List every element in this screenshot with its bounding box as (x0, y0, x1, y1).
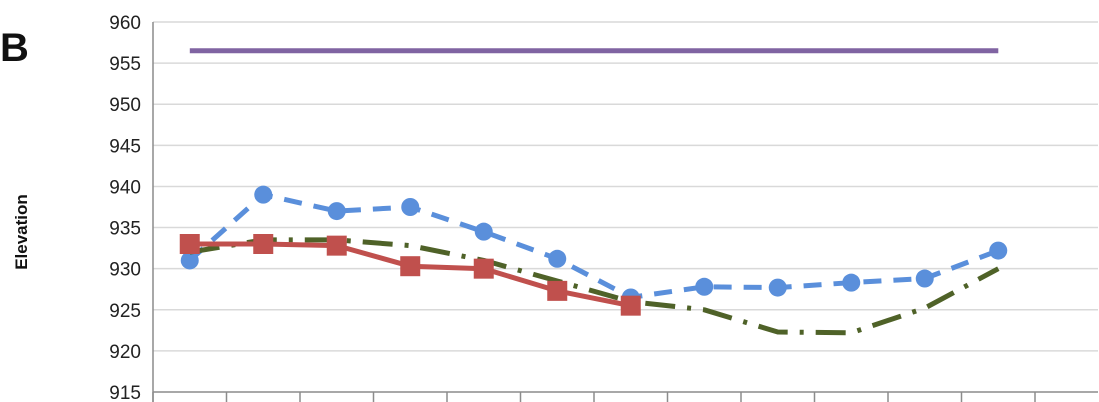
y-tick-label: 960 (109, 13, 141, 34)
y-tick-label: 955 (109, 54, 141, 75)
y-tick-labels: 915 920 925 930 935 940 945 950 955 960 (109, 13, 141, 402)
panel-label: B (0, 26, 29, 70)
data-point (473, 258, 494, 279)
series-line (188, 192, 1000, 300)
y-tick-label: 920 (109, 342, 141, 363)
y-axis-label: Elevation (12, 194, 31, 270)
y-tick-label: 925 (109, 301, 141, 322)
data-point (768, 278, 787, 297)
x-tick-marks (152, 392, 1036, 402)
data-point (401, 198, 420, 216)
y-tick-label: 945 (109, 136, 141, 157)
data-point (547, 280, 568, 301)
series-2 (189, 237, 1000, 336)
data-point (695, 277, 714, 296)
data-point (915, 269, 934, 288)
series-group (179, 48, 1008, 336)
series-3 (179, 234, 641, 316)
data-point (179, 234, 200, 254)
data-point (474, 222, 493, 241)
data-point (326, 235, 347, 256)
y-tick-label: 950 (109, 95, 141, 116)
y-tick-label: 935 (109, 219, 141, 240)
series-line (189, 237, 1000, 336)
data-point (620, 295, 641, 316)
data-point (400, 256, 421, 277)
axes (152, 22, 1098, 402)
data-point (989, 241, 1008, 260)
y-tick-label: 930 (109, 260, 141, 281)
y-tick-label: 940 (109, 177, 141, 198)
y-tick-label: 915 (109, 383, 141, 402)
data-point (180, 251, 199, 270)
data-point (327, 202, 346, 221)
data-point (254, 185, 273, 204)
data-point (842, 273, 861, 292)
data-point (548, 249, 567, 268)
data-point (253, 234, 274, 254)
